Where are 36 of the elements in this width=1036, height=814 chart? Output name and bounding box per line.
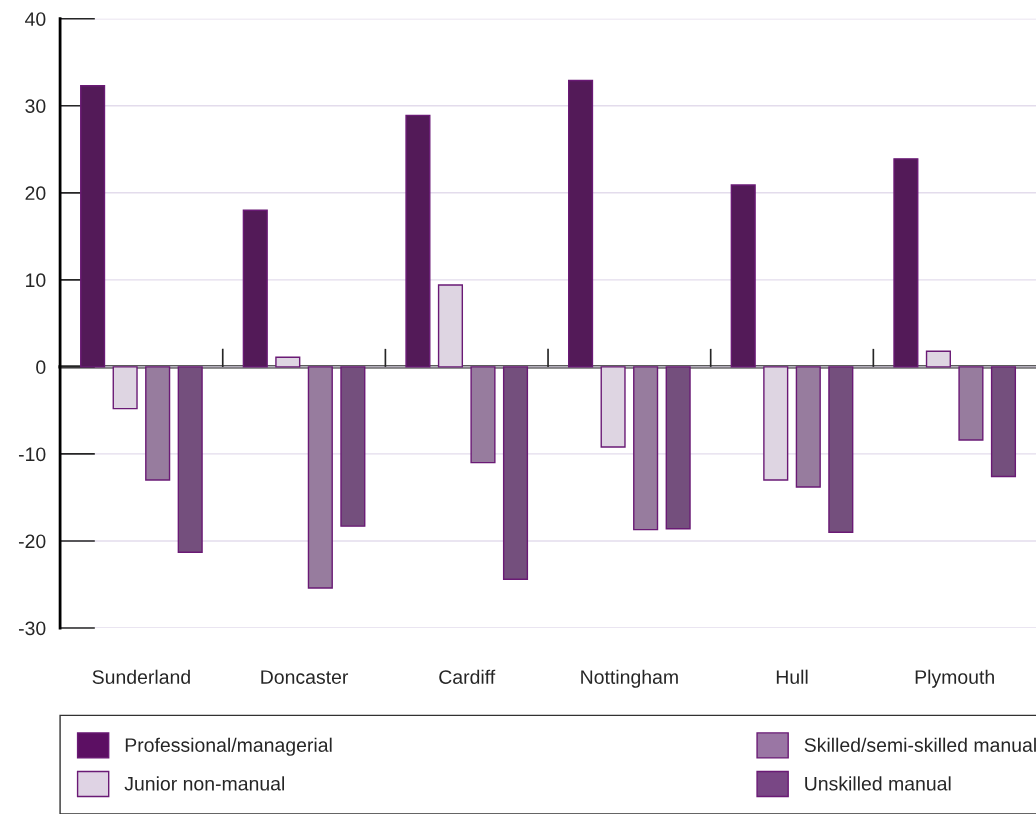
bar (242, 209, 268, 368)
bar (893, 158, 919, 368)
bar (405, 114, 431, 368)
bar (470, 366, 496, 464)
legend-label: Skilled/semi-skilled manual (804, 737, 1036, 752)
bar (795, 366, 821, 488)
x-tick-label: Sunderland (92, 669, 190, 684)
y-tick-label: -10 (18, 447, 46, 462)
y-tick-label: 40 (25, 12, 46, 26)
y-tick-label: 0 (36, 360, 46, 375)
y-tick-label: 20 (25, 186, 46, 201)
bar (177, 366, 203, 553)
bar (307, 366, 333, 589)
bar (665, 366, 691, 530)
x-tick-label: Hull (776, 669, 808, 684)
bar (145, 366, 171, 481)
y-tick-label: -20 (18, 534, 46, 549)
legend-label: Junior non-manual (124, 776, 285, 791)
bar (730, 184, 756, 368)
bar (828, 366, 854, 533)
bar (502, 366, 529, 580)
x-tick-label: Plymouth (915, 669, 994, 688)
bar (568, 79, 594, 368)
x-tick-label: Cardiff (439, 669, 496, 684)
bar (990, 366, 1017, 478)
y-tick-label: -30 (18, 621, 46, 636)
legend-label: Unskilled manual (805, 776, 951, 791)
x-tick-label: Doncaster (261, 670, 349, 684)
bar (633, 366, 659, 531)
legend-label: Professional/managerial (125, 737, 332, 756)
bar (958, 366, 984, 441)
x-tick-label: Nottingham (581, 669, 678, 688)
bar (80, 85, 106, 368)
y-tick-label: 10 (26, 273, 46, 288)
bar (340, 366, 366, 527)
y-tick-label: 30 (25, 99, 46, 113)
